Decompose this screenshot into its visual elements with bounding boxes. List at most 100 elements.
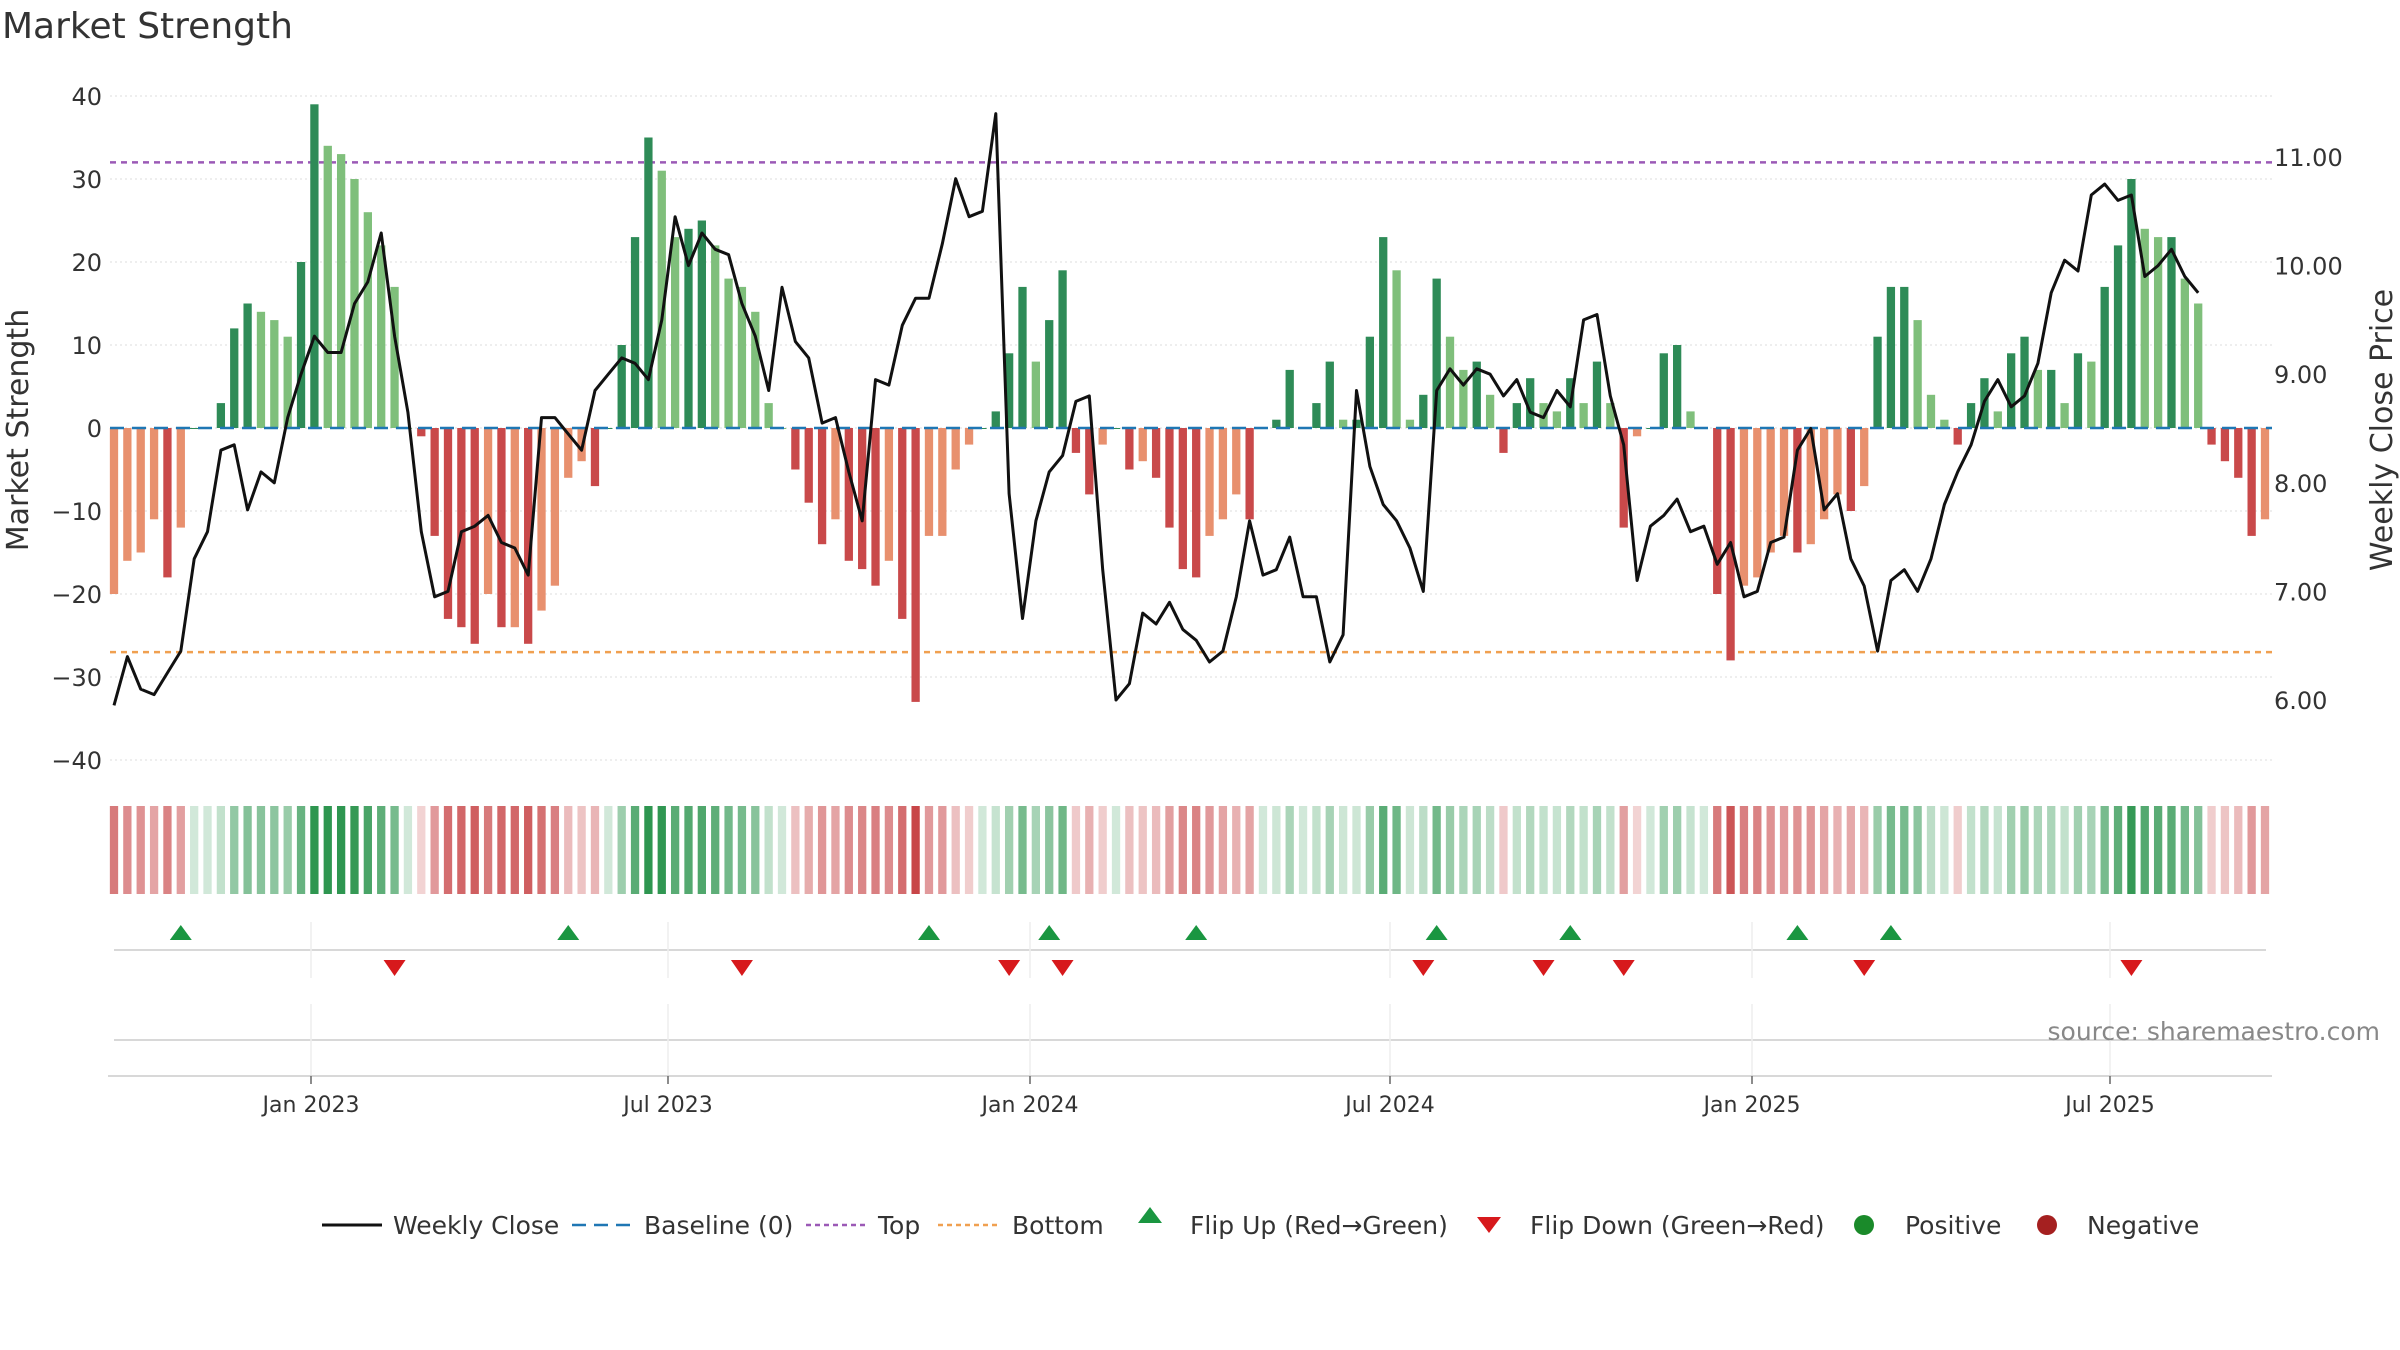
heat-cell — [871, 806, 880, 894]
heat-cell — [751, 806, 760, 894]
strength-bar — [791, 428, 800, 470]
strength-bar — [310, 104, 319, 429]
heat-cell — [724, 806, 733, 894]
heat-cell — [1713, 806, 1722, 894]
left-tick-label: 40 — [71, 83, 102, 111]
heat-cell — [457, 806, 466, 894]
heat-cell — [1926, 806, 1936, 894]
strength-bar — [2087, 361, 2096, 428]
heat-cell — [1499, 806, 1508, 894]
strength-bar — [497, 428, 506, 628]
strength-bar — [1753, 428, 1762, 578]
strength-bar — [644, 137, 653, 428]
strength-bar — [1873, 336, 1882, 428]
heat-cell — [630, 806, 640, 894]
heat-cell — [1579, 806, 1588, 894]
heat-cell — [1900, 806, 1909, 894]
strength-bar — [109, 428, 119, 594]
strength-bar — [2047, 369, 2056, 428]
strength-bar — [844, 428, 853, 561]
heat-cell — [1192, 806, 1201, 894]
heat-cell — [550, 806, 560, 894]
heat-cell — [190, 806, 199, 894]
strength-bar — [2153, 237, 2163, 428]
heat-cell — [1058, 806, 1067, 894]
strength-bar — [537, 428, 546, 611]
heat-cell — [350, 806, 359, 894]
x-tick-label: Jul 2023 — [621, 1093, 713, 1118]
heat-cell — [1258, 806, 1268, 894]
heat-cell — [1459, 806, 1468, 894]
heat-cell — [1539, 806, 1548, 894]
heat-cell — [323, 806, 332, 894]
heat-cell — [2047, 806, 2056, 894]
strength-bar — [858, 428, 867, 570]
heat-cell — [1552, 806, 1562, 894]
heat-cell — [1018, 806, 1027, 894]
heat-cell — [1405, 806, 1415, 894]
strength-bar — [1526, 378, 1535, 428]
strength-bar — [1138, 428, 1147, 462]
heat-cell — [1138, 806, 1147, 894]
legend-label: Flip Down (Green→Red) — [1530, 1211, 1825, 1240]
heat-cell — [2087, 806, 2096, 894]
strength-bar — [1085, 428, 1094, 495]
right-tick-label: 10.00 — [2274, 253, 2343, 281]
heat-cell — [2220, 806, 2230, 894]
heat-cell — [1526, 806, 1535, 894]
strength-bar — [1205, 428, 1214, 536]
heat-cell — [1646, 806, 1655, 894]
heat-cell — [1045, 806, 1054, 894]
heat-cell — [884, 806, 894, 894]
heat-cell — [2153, 806, 2163, 894]
heat-cell — [1365, 806, 1375, 894]
heat-cell — [1085, 806, 1094, 894]
strength-bar — [991, 411, 1000, 428]
strength-bar — [283, 336, 292, 428]
strength-bar — [1512, 403, 1521, 428]
flip-down-marker — [1051, 960, 1074, 976]
strength-bar — [1045, 320, 1054, 428]
strength-bar — [550, 428, 560, 586]
flip-down-marker — [1853, 960, 1876, 976]
heat-cell — [898, 806, 907, 894]
strength-bar — [1218, 428, 1228, 520]
heat-cell — [136, 806, 145, 894]
heat-cell — [817, 806, 827, 894]
flip-up-marker — [1185, 925, 1208, 940]
legend-positive-symbol — [1854, 1215, 1874, 1235]
heat-cell — [270, 806, 279, 894]
flip-down-marker — [1612, 960, 1635, 976]
x-tick-label: Jan 2023 — [261, 1093, 360, 1118]
strength-bar — [670, 237, 680, 428]
strength-bar — [831, 428, 840, 520]
strength-bar — [1098, 428, 1107, 445]
strength-bar — [1018, 286, 1027, 428]
strength-bar — [2234, 428, 2243, 478]
strength-bar — [296, 262, 306, 428]
strength-bar — [270, 320, 279, 428]
strength-bar — [1111, 428, 1121, 429]
heat-cell — [1993, 806, 2002, 894]
heat-cell — [577, 806, 586, 894]
strength-bar — [2167, 237, 2176, 428]
strength-bar — [1806, 428, 1815, 545]
strength-heat-strip — [109, 806, 2270, 894]
strength-bar — [1833, 428, 1842, 495]
strength-bar — [1165, 428, 1174, 528]
heat-cell — [1031, 806, 1040, 894]
strength-bar — [1966, 403, 1976, 428]
heat-cell — [1312, 806, 1321, 894]
flip-up-marker — [169, 925, 192, 940]
heat-cell — [176, 806, 185, 894]
heat-cell — [1860, 806, 1869, 894]
strength-bar — [1365, 336, 1375, 428]
flip-down-marker — [383, 960, 406, 976]
heat-cell — [1619, 806, 1628, 894]
left-tick-label: −30 — [51, 664, 102, 692]
heat-cell — [1966, 806, 1976, 894]
heat-cell — [1793, 806, 1802, 894]
heat-cell — [2073, 806, 2083, 894]
strength-bar — [2260, 428, 2270, 520]
heat-cell — [1339, 806, 1348, 894]
